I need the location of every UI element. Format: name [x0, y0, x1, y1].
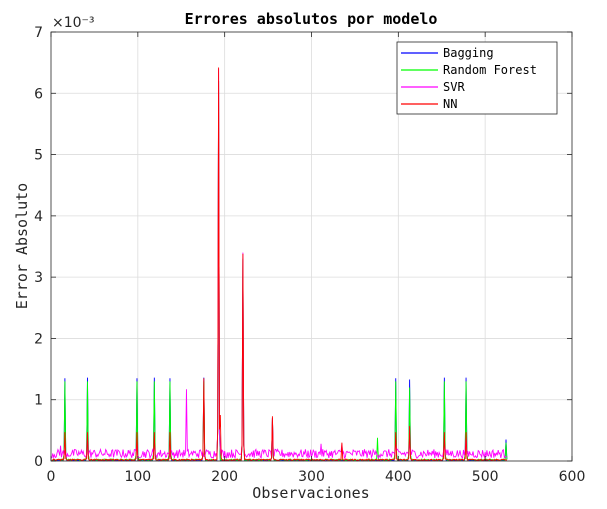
- series-line-svr: [51, 68, 507, 460]
- legend: Bagging Random Forest SVR NN: [396, 41, 558, 115]
- y-axis-label: Error Absoluto: [13, 183, 31, 309]
- x-tick-label: 0: [47, 469, 56, 485]
- x-tick-label: 600: [559, 469, 586, 485]
- x-tick-label: 200: [211, 469, 238, 485]
- y-tick-label: 7: [34, 25, 43, 41]
- legend-label: NN: [443, 97, 457, 111]
- y-tick-label: 3: [34, 270, 43, 286]
- y-tick-label: 6: [34, 86, 43, 102]
- x-tick-label: 300: [298, 469, 325, 485]
- y-tick-label: 1: [34, 393, 43, 409]
- y-tick-label: 4: [34, 209, 43, 225]
- x-tick-label: 500: [472, 469, 499, 485]
- x-axis-label: Observaciones: [252, 484, 369, 502]
- chart-title: Errores absolutos por modelo: [185, 10, 438, 28]
- y-tick-label: 0: [34, 454, 43, 470]
- x-tick-label: 100: [124, 469, 151, 485]
- legend-label: SVR: [443, 80, 465, 94]
- y-tick-label: 5: [34, 148, 43, 164]
- y-exponent-label: ×10⁻³: [52, 15, 95, 31]
- legend-box: [396, 41, 558, 115]
- legend-label: Random Forest: [443, 63, 537, 77]
- ticks: 0 100 200 300 400 500 600 0 1 2 3 4 5 6 7: [34, 25, 585, 485]
- x-tick-label: 400: [385, 469, 412, 485]
- y-tick-label: 2: [34, 331, 43, 347]
- series-line-nn: [51, 67, 508, 462]
- legend-label: Bagging: [443, 46, 494, 60]
- legend-entries: Bagging Random Forest SVR NN: [401, 46, 537, 111]
